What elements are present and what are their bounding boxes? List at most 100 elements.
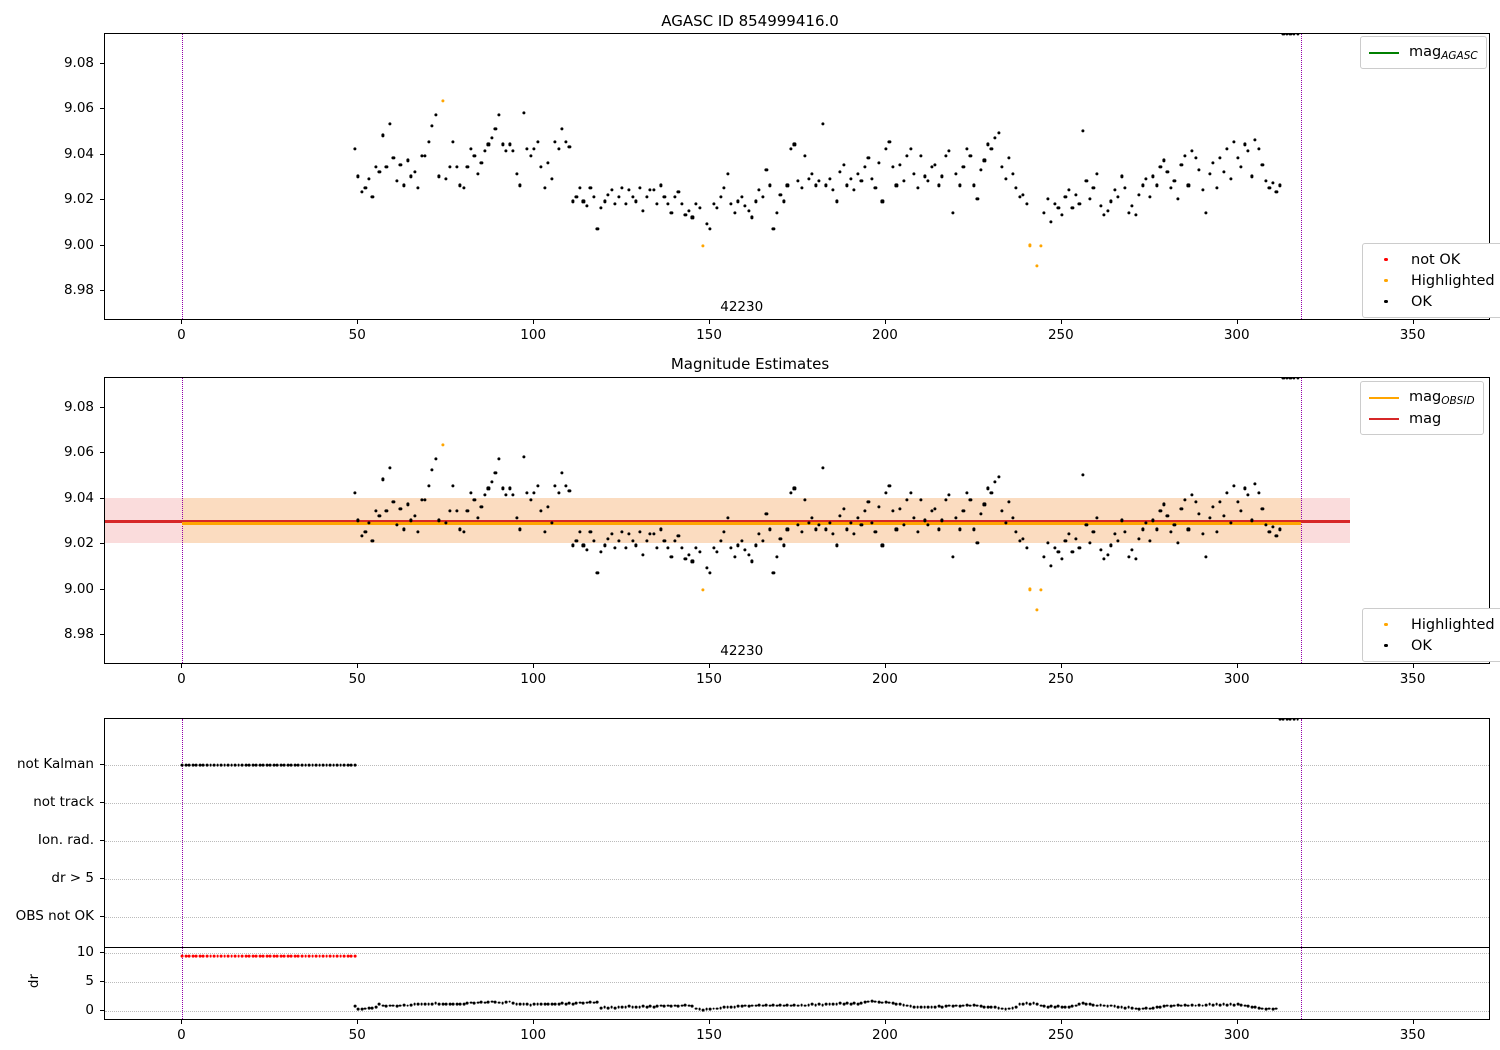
data-point — [933, 163, 937, 167]
x-tick-label: 250 — [1047, 1027, 1074, 1043]
data-point — [479, 505, 483, 509]
dr-point — [930, 1005, 934, 1009]
flag-point — [191, 763, 195, 767]
x-tick-mark — [181, 320, 183, 324]
data-point — [1134, 213, 1138, 217]
data-point — [789, 491, 793, 495]
dr-point — [691, 1004, 694, 1008]
data-point — [476, 172, 480, 176]
dr-point — [1292, 719, 1296, 721]
flag-point — [339, 763, 343, 767]
data-point — [711, 202, 716, 206]
data-point — [1271, 181, 1275, 185]
dr-point — [754, 1004, 758, 1008]
data-point — [504, 493, 508, 497]
x-tick-mark — [1236, 320, 1238, 324]
flag-point — [325, 763, 329, 767]
legend-point-status-top[interactable]: not OK Highlighted OK — [1362, 243, 1500, 318]
dr-point — [807, 1003, 810, 1007]
data-point — [796, 523, 800, 527]
dr-not-ok-point — [275, 954, 279, 958]
dr-point — [1278, 719, 1282, 721]
dr-point — [564, 1002, 568, 1006]
data-point — [954, 172, 958, 176]
data-point — [1274, 534, 1278, 538]
dr-point — [458, 1002, 462, 1006]
dr-point — [613, 1006, 617, 1010]
flag-point — [240, 763, 244, 767]
data-point — [1292, 34, 1296, 36]
dr-point — [1187, 1004, 1190, 1008]
dr-tick-mark — [100, 951, 104, 953]
data-point — [1271, 525, 1275, 529]
dr-point — [1243, 1004, 1247, 1008]
data-point — [1229, 521, 1233, 525]
data-point — [859, 179, 863, 183]
data-point — [472, 154, 476, 158]
dr-point — [1232, 1003, 1236, 1007]
flag-point — [314, 763, 318, 767]
data-point — [1215, 186, 1219, 190]
flag-point — [293, 763, 297, 767]
data-point — [613, 546, 617, 550]
dr-not-ok-point — [286, 954, 290, 958]
legend-dot-swatch — [1371, 615, 1401, 635]
data-point — [1218, 500, 1222, 504]
data-point — [982, 502, 987, 506]
y-tick-mark — [100, 290, 104, 292]
data-point — [1165, 514, 1169, 518]
dr-point — [835, 1002, 839, 1006]
data-point — [543, 186, 547, 190]
data-point — [423, 154, 427, 158]
dr-point — [750, 1004, 754, 1008]
flag-point — [251, 763, 255, 767]
dr-point — [557, 1002, 561, 1006]
data-point — [655, 546, 659, 550]
data-point — [617, 195, 621, 199]
dr-point — [803, 1004, 807, 1008]
x-tick-mark — [1412, 320, 1414, 324]
data-point — [416, 186, 420, 190]
dr-point — [574, 1001, 578, 1005]
data-point — [676, 190, 680, 194]
dr-point — [1060, 1005, 1064, 1009]
data-point — [1253, 482, 1257, 486]
data-point — [866, 500, 870, 504]
data-point — [448, 165, 452, 169]
data-point — [476, 516, 480, 520]
data-point — [1186, 527, 1191, 532]
dr-point — [641, 1004, 645, 1008]
data-point — [1204, 555, 1208, 559]
data-point — [609, 188, 614, 192]
dr-point — [1253, 1005, 1257, 1009]
data-point — [965, 147, 969, 151]
data-point — [377, 170, 381, 174]
dr-point — [1225, 1003, 1229, 1007]
data-point — [532, 147, 536, 151]
data-point — [1088, 197, 1092, 201]
data-point — [761, 195, 765, 199]
data-point — [588, 530, 593, 534]
legend-mag-lines[interactable]: magOBSID mag — [1360, 381, 1484, 435]
dr-point — [652, 1005, 656, 1009]
data-point — [937, 183, 941, 188]
dr-point — [1282, 719, 1285, 721]
data-point — [1285, 34, 1289, 36]
legend-point-status-mid[interactable]: Highlighted OK — [1362, 608, 1500, 662]
data-point — [697, 206, 702, 210]
data-point — [792, 486, 797, 491]
dr-point — [392, 1004, 395, 1008]
x-tick-label: 50 — [348, 1027, 366, 1043]
dr-point — [972, 1003, 976, 1007]
dr-not-ok-point — [219, 954, 223, 958]
data-point — [986, 486, 990, 491]
legend-mag-agasc[interactable]: magAGASC — [1360, 36, 1487, 69]
dr-point — [1000, 1007, 1004, 1010]
data-point — [662, 195, 666, 199]
data-point — [951, 211, 955, 215]
obsid-divider-line-bottom-1 — [1301, 719, 1303, 1019]
flag-tick-mark — [100, 802, 104, 803]
x-tick-mark — [533, 1020, 535, 1024]
dr-point — [1028, 1002, 1032, 1006]
data-point — [1018, 539, 1022, 543]
